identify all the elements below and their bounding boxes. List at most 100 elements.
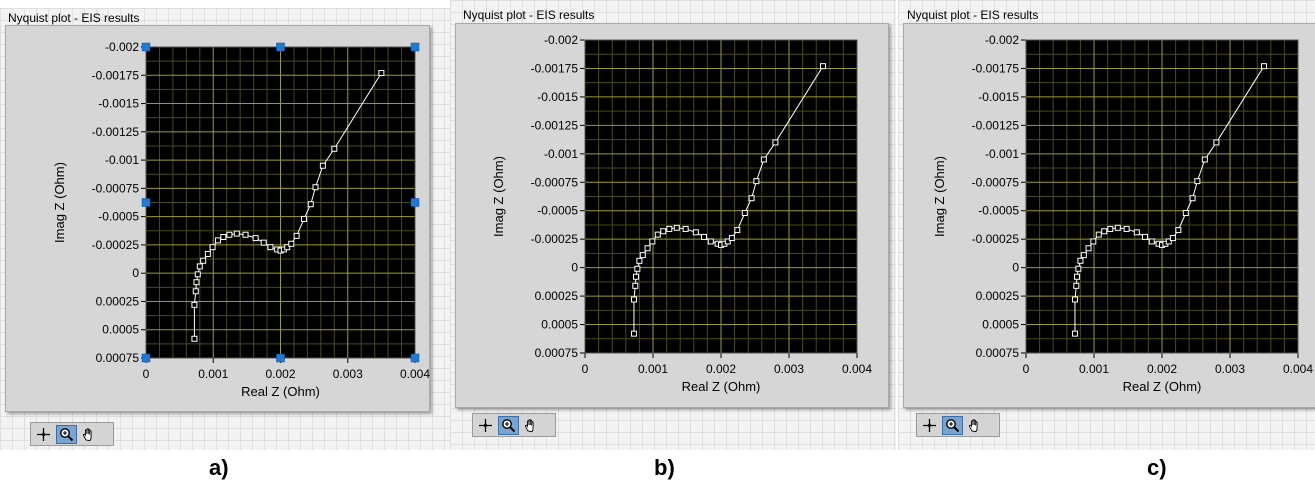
data-point bbox=[820, 63, 826, 70]
data-point bbox=[666, 225, 673, 232]
y-tick-label: 0.00075 bbox=[96, 351, 140, 365]
x-tick-label: 0.002 bbox=[265, 367, 295, 381]
plot-border bbox=[1025, 39, 1299, 354]
data-point bbox=[331, 145, 338, 152]
data-point bbox=[772, 139, 779, 146]
graph-palette-toolbar bbox=[472, 413, 556, 437]
data-point bbox=[1114, 224, 1121, 231]
data-point bbox=[1073, 282, 1080, 289]
data-point bbox=[209, 244, 216, 251]
data-point bbox=[242, 231, 249, 238]
x-axis-label: Real Z (Ohm) bbox=[682, 379, 761, 394]
y-tick-label: 0.00075 bbox=[976, 346, 1020, 360]
y-tick-label: -0.00125 bbox=[972, 118, 1020, 132]
y-tick-label: -0.002 bbox=[985, 33, 1019, 47]
y-tick-label: -0.00025 bbox=[972, 232, 1020, 246]
y-tick-label: -0.00125 bbox=[92, 125, 140, 139]
data-point bbox=[284, 244, 291, 251]
cursor-move-icon[interactable] bbox=[33, 425, 54, 444]
chart-title: Nyquist plot - EIS results bbox=[8, 11, 140, 25]
data-point bbox=[682, 225, 689, 232]
data-point bbox=[632, 282, 639, 289]
cursor-move-icon[interactable] bbox=[919, 416, 940, 435]
data-point bbox=[1085, 245, 1092, 252]
data-point bbox=[194, 271, 201, 278]
zoom-icon[interactable] bbox=[942, 415, 963, 435]
x-tick-label: 0.001 bbox=[1079, 362, 1109, 376]
y-tick-label: -0.0015 bbox=[978, 90, 1019, 104]
y-tick-label: -0.00175 bbox=[972, 61, 1020, 75]
pan-hand-icon[interactable] bbox=[79, 425, 100, 444]
selection-handle[interactable] bbox=[276, 353, 285, 363]
selection-handle[interactable] bbox=[410, 42, 420, 52]
x-tick-label: 0.004 bbox=[400, 367, 430, 381]
data-point bbox=[1175, 227, 1182, 234]
selection-handle[interactable] bbox=[141, 198, 151, 207]
data-point bbox=[630, 330, 637, 337]
y-tick-label: -0.00075 bbox=[972, 175, 1020, 189]
pan-hand-icon[interactable] bbox=[521, 416, 542, 435]
data-point bbox=[692, 229, 699, 236]
y-tick-label: -0.0015 bbox=[537, 90, 578, 104]
y-tick-label: -0.002 bbox=[105, 40, 139, 54]
selection-handle[interactable] bbox=[141, 353, 151, 363]
x-tick-label: 0 bbox=[1023, 362, 1030, 376]
data-point bbox=[634, 265, 641, 272]
y-tick-label: -0.0015 bbox=[98, 97, 139, 111]
pan-hand-icon[interactable] bbox=[965, 416, 986, 435]
x-tick-label: 0.003 bbox=[774, 362, 804, 376]
data-point bbox=[1080, 252, 1087, 259]
y-axis-label: Imag Z (Ohm) bbox=[491, 156, 506, 237]
data-point bbox=[760, 156, 767, 163]
selection-handle[interactable] bbox=[410, 353, 420, 363]
data-point bbox=[649, 238, 656, 245]
plot-border bbox=[584, 39, 858, 354]
selection-handle[interactable] bbox=[410, 198, 420, 207]
data-point bbox=[673, 224, 680, 231]
data-point bbox=[724, 238, 731, 245]
y-tick-label: 0 bbox=[132, 266, 139, 280]
data-point bbox=[1142, 233, 1148, 240]
data-point bbox=[728, 235, 735, 242]
data-point bbox=[293, 232, 300, 239]
figure-caption: c) bbox=[1147, 455, 1167, 480]
data-point bbox=[312, 184, 319, 191]
data-point bbox=[1261, 63, 1267, 70]
data-point bbox=[1074, 273, 1080, 280]
data-point bbox=[1182, 210, 1189, 217]
data-point bbox=[196, 263, 203, 270]
y-tick-label: -0.00075 bbox=[92, 181, 140, 195]
data-point bbox=[1095, 231, 1102, 238]
chart-title: Nyquist plot - EIS results bbox=[463, 8, 595, 22]
y-tick-label: 0.00025 bbox=[96, 294, 140, 308]
data-point bbox=[226, 231, 233, 238]
x-tick-label: 0 bbox=[582, 362, 589, 376]
zoom-icon[interactable] bbox=[498, 415, 519, 435]
cursor-move-icon[interactable] bbox=[475, 416, 496, 435]
y-tick-label: 0.0005 bbox=[982, 318, 1019, 332]
x-tick-label: 0.004 bbox=[842, 362, 872, 376]
y-tick-label: -0.00075 bbox=[531, 175, 579, 189]
zoom-icon[interactable] bbox=[56, 424, 77, 444]
data-point bbox=[233, 230, 240, 237]
y-tick-label: -0.00125 bbox=[531, 118, 579, 132]
selection-handle[interactable] bbox=[276, 42, 285, 52]
y-tick-label: -0.00175 bbox=[531, 61, 579, 75]
figure-caption: a) bbox=[209, 455, 229, 480]
y-tick-label: -0.001 bbox=[985, 147, 1019, 161]
x-axis-label: Real Z (Ohm) bbox=[241, 384, 320, 399]
data-point bbox=[1194, 178, 1201, 185]
data-point bbox=[1189, 195, 1196, 202]
data-point bbox=[191, 335, 198, 342]
data-point bbox=[1123, 225, 1130, 232]
selection-handle[interactable] bbox=[141, 42, 151, 52]
data-point bbox=[707, 238, 714, 245]
data-point bbox=[1077, 257, 1084, 264]
y-tick-label: -0.00025 bbox=[92, 238, 140, 252]
x-axis-label: Real Z (Ohm) bbox=[1123, 379, 1202, 394]
data-point bbox=[636, 257, 643, 264]
x-tick-label: 0 bbox=[143, 367, 150, 381]
